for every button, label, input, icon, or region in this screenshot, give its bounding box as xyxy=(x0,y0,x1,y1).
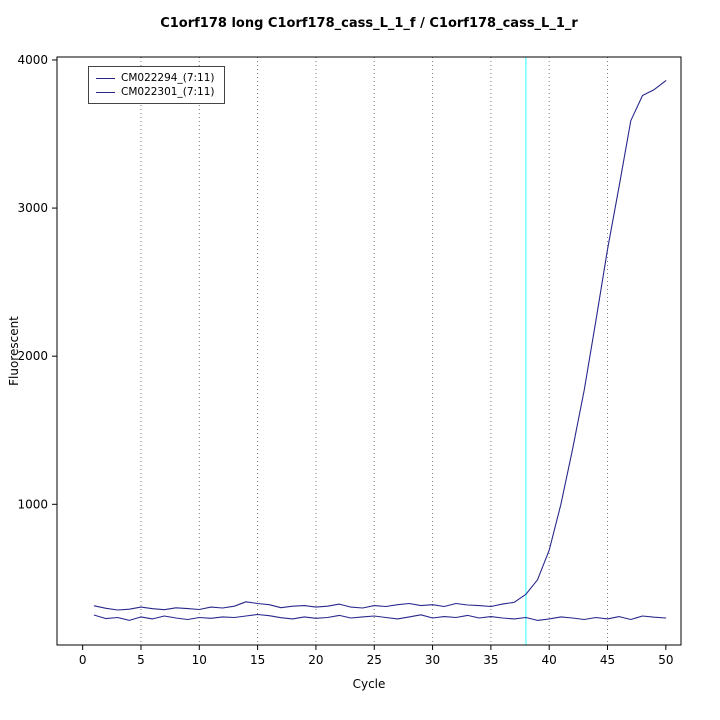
x-tick-label: 15 xyxy=(250,653,265,667)
y-axis-label: Fluorescent xyxy=(7,316,21,386)
x-tick-label: 45 xyxy=(600,653,615,667)
x-tick-label: 5 xyxy=(137,653,145,667)
y-tick-label: 2000 xyxy=(17,349,48,363)
x-axis-label: Cycle xyxy=(352,677,386,691)
legend-label-series-1: CM022294_(7:11) xyxy=(121,72,215,84)
y-tick-label: 3000 xyxy=(17,201,48,215)
legend-label-series-2: CM022301_(7:11) xyxy=(121,86,215,98)
x-tick-label: 30 xyxy=(425,653,440,667)
x-tick-label: 35 xyxy=(483,653,498,667)
chart-legend: CM022294_(7:11) CM022301_(7:11) xyxy=(88,66,225,104)
legend-row: CM022294_(7:11) xyxy=(96,71,215,85)
x-tick-label: 50 xyxy=(658,653,673,667)
legend-line-icon xyxy=(96,77,115,79)
series-line-2 xyxy=(93,613,667,621)
series-line-1 xyxy=(93,80,667,611)
y-tick-label: 4000 xyxy=(17,53,48,67)
y-axis-label-wrap: Fluorescent xyxy=(0,57,28,645)
x-tick-label: 20 xyxy=(308,653,323,667)
legend-line-icon xyxy=(96,91,115,93)
legend-row: CM022301_(7:11) xyxy=(96,85,215,99)
x-tick-label: 25 xyxy=(367,653,382,667)
x-tick-label: 10 xyxy=(192,653,207,667)
x-tick-label: 0 xyxy=(79,653,87,667)
plot-border xyxy=(56,56,682,646)
chart-title: C1orf178 long C1orf178_cass_L_1_f / C1or… xyxy=(160,16,578,31)
y-tick-label: 1000 xyxy=(17,497,48,511)
x-tick-label: 40 xyxy=(542,653,557,667)
